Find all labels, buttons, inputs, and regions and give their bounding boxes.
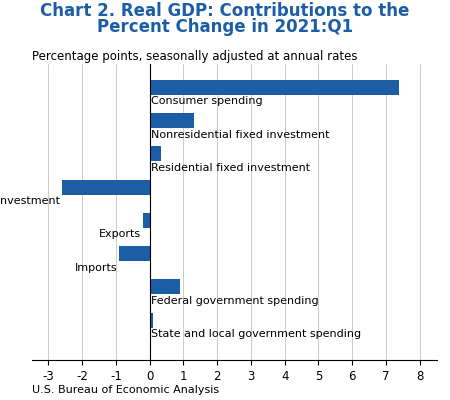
Bar: [149, 313, 153, 328]
Text: Federal government spending: Federal government spending: [151, 296, 319, 306]
Text: Percent Change in 2021:Q1: Percent Change in 2021:Q1: [97, 18, 353, 36]
Bar: [62, 180, 149, 194]
Bar: [149, 279, 180, 294]
Bar: [149, 146, 162, 161]
Text: Residential fixed investment: Residential fixed investment: [151, 163, 310, 173]
Text: Imports: Imports: [75, 263, 117, 273]
Text: Inventory investment: Inventory investment: [0, 196, 60, 206]
Text: Exports: Exports: [99, 230, 141, 240]
Text: Chart 2. Real GDP: Contributions to the: Chart 2. Real GDP: Contributions to the: [40, 2, 410, 20]
Text: U.S. Bureau of Economic Analysis: U.S. Bureau of Economic Analysis: [32, 385, 219, 395]
Bar: [143, 213, 149, 228]
Text: Consumer spending: Consumer spending: [151, 96, 263, 106]
Text: Nonresidential fixed investment: Nonresidential fixed investment: [151, 130, 330, 140]
Bar: [149, 80, 400, 95]
Bar: [149, 113, 194, 128]
Bar: [119, 246, 149, 261]
Text: State and local government spending: State and local government spending: [151, 329, 361, 339]
Text: Percentage points, seasonally adjusted at annual rates: Percentage points, seasonally adjusted a…: [32, 50, 357, 63]
